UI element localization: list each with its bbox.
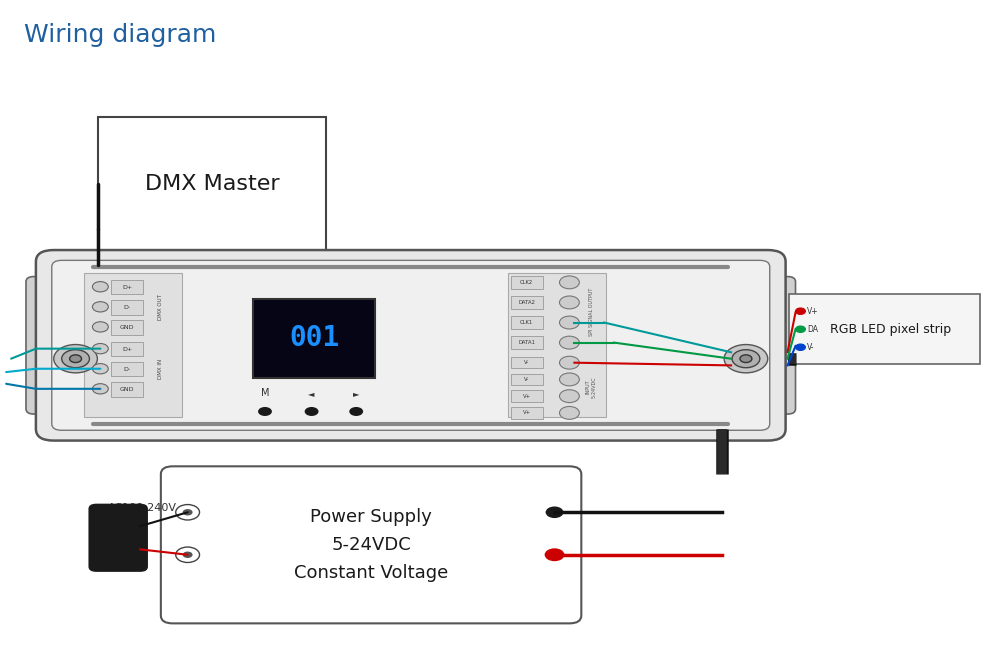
Circle shape xyxy=(92,344,108,354)
Circle shape xyxy=(546,507,563,518)
FancyBboxPatch shape xyxy=(111,382,143,396)
FancyBboxPatch shape xyxy=(511,316,543,329)
Circle shape xyxy=(183,552,193,558)
Text: ◄: ◄ xyxy=(308,389,315,398)
FancyBboxPatch shape xyxy=(36,250,786,441)
FancyBboxPatch shape xyxy=(511,407,543,419)
Text: DMX IN: DMX IN xyxy=(158,359,163,379)
FancyBboxPatch shape xyxy=(752,276,796,414)
Circle shape xyxy=(305,407,319,416)
Circle shape xyxy=(740,355,752,363)
Text: ►: ► xyxy=(353,389,359,398)
FancyBboxPatch shape xyxy=(111,363,143,376)
Text: 001: 001 xyxy=(289,325,339,353)
Circle shape xyxy=(92,282,108,292)
Text: AC100-240V: AC100-240V xyxy=(108,503,177,513)
FancyBboxPatch shape xyxy=(26,276,70,414)
Text: V+: V+ xyxy=(807,306,819,316)
FancyBboxPatch shape xyxy=(511,336,543,349)
Text: M: M xyxy=(261,389,269,398)
Text: D+: D+ xyxy=(122,285,132,290)
FancyBboxPatch shape xyxy=(511,357,543,368)
Circle shape xyxy=(560,356,579,369)
Circle shape xyxy=(560,373,579,386)
Text: V+: V+ xyxy=(523,394,531,398)
FancyBboxPatch shape xyxy=(52,260,770,430)
FancyBboxPatch shape xyxy=(508,273,606,417)
FancyBboxPatch shape xyxy=(511,374,543,385)
Text: V+: V+ xyxy=(523,410,531,415)
FancyBboxPatch shape xyxy=(132,522,146,531)
Text: INPUT
5-24VDC: INPUT 5-24VDC xyxy=(586,376,597,398)
Text: D-: D- xyxy=(124,305,131,310)
Circle shape xyxy=(732,349,760,368)
FancyBboxPatch shape xyxy=(88,503,148,572)
FancyBboxPatch shape xyxy=(253,299,375,378)
FancyBboxPatch shape xyxy=(111,280,143,295)
Circle shape xyxy=(796,308,805,314)
FancyBboxPatch shape xyxy=(111,321,143,334)
Circle shape xyxy=(796,326,805,333)
Text: V-: V- xyxy=(524,360,529,365)
Circle shape xyxy=(92,302,108,312)
FancyBboxPatch shape xyxy=(84,273,182,417)
Text: DATA1: DATA1 xyxy=(518,340,535,345)
Circle shape xyxy=(183,509,193,516)
Circle shape xyxy=(92,364,108,374)
Text: D-: D- xyxy=(124,367,131,372)
Circle shape xyxy=(724,344,768,373)
Text: DATA2: DATA2 xyxy=(518,300,535,305)
Text: CLK2: CLK2 xyxy=(520,280,533,285)
Circle shape xyxy=(796,344,805,351)
FancyBboxPatch shape xyxy=(511,276,543,289)
Text: CLK1: CLK1 xyxy=(520,320,533,325)
Text: DA: DA xyxy=(807,325,818,334)
FancyBboxPatch shape xyxy=(111,301,143,314)
FancyBboxPatch shape xyxy=(511,296,543,309)
Circle shape xyxy=(70,355,82,363)
FancyBboxPatch shape xyxy=(511,391,543,402)
Text: SPI SIGNAL OUTPUT: SPI SIGNAL OUTPUT xyxy=(589,288,594,336)
Circle shape xyxy=(560,296,579,309)
Text: Wiring diagram: Wiring diagram xyxy=(24,23,216,48)
FancyBboxPatch shape xyxy=(161,466,581,623)
Circle shape xyxy=(62,349,89,368)
FancyBboxPatch shape xyxy=(132,545,146,554)
Text: DMX Master: DMX Master xyxy=(145,174,280,194)
Circle shape xyxy=(176,505,200,520)
FancyBboxPatch shape xyxy=(789,295,980,364)
Circle shape xyxy=(560,406,579,419)
Text: DMX OUT: DMX OUT xyxy=(158,294,163,319)
FancyBboxPatch shape xyxy=(98,117,326,252)
Text: GND: GND xyxy=(120,325,134,330)
Circle shape xyxy=(560,390,579,402)
FancyBboxPatch shape xyxy=(111,342,143,357)
Text: D+: D+ xyxy=(122,347,132,352)
Circle shape xyxy=(560,276,579,289)
Text: Power Supply
5-24VDC
Constant Voltage: Power Supply 5-24VDC Constant Voltage xyxy=(294,508,448,582)
Text: V-: V- xyxy=(807,343,815,351)
Circle shape xyxy=(560,336,579,349)
Circle shape xyxy=(176,547,200,563)
Circle shape xyxy=(545,548,564,561)
Text: RGB LED pixel strip: RGB LED pixel strip xyxy=(830,323,951,336)
Text: V-: V- xyxy=(524,377,529,382)
Circle shape xyxy=(560,316,579,329)
Circle shape xyxy=(92,383,108,394)
Circle shape xyxy=(349,407,363,416)
Circle shape xyxy=(92,321,108,332)
Circle shape xyxy=(54,344,97,373)
Circle shape xyxy=(258,407,272,416)
Text: GND: GND xyxy=(120,387,134,392)
